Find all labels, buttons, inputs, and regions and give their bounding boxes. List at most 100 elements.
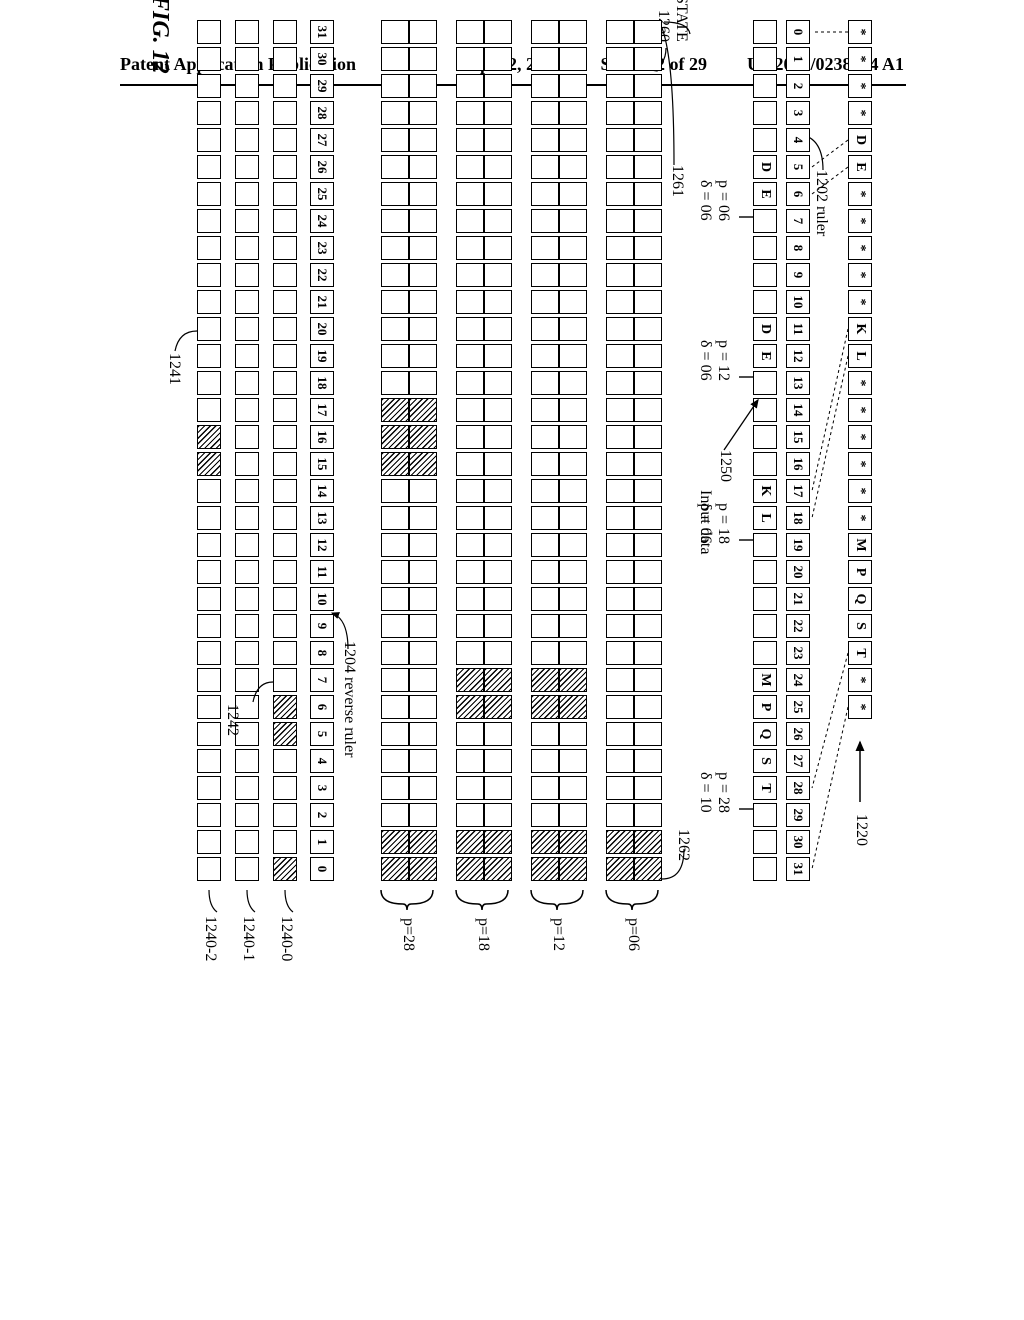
cell <box>197 830 221 854</box>
cell <box>381 641 409 665</box>
cell <box>559 20 587 44</box>
cell <box>559 155 587 179</box>
state-row-b <box>531 20 559 884</box>
cell <box>235 47 259 71</box>
cell: D <box>848 128 872 152</box>
cell <box>381 371 409 395</box>
cell <box>606 803 634 827</box>
cell <box>456 155 484 179</box>
figure-label: FIG. 12 <box>146 0 173 74</box>
cell <box>484 398 512 422</box>
cell <box>273 182 297 206</box>
cell <box>235 236 259 260</box>
cell <box>484 236 512 260</box>
cell <box>531 749 559 773</box>
cell <box>409 317 437 341</box>
cell: 27 <box>310 128 334 152</box>
cell: 1 <box>786 47 810 71</box>
cell <box>456 317 484 341</box>
cell: * <box>848 290 872 314</box>
cell <box>531 20 559 44</box>
cell <box>606 668 634 692</box>
cell <box>559 74 587 98</box>
cell <box>456 236 484 260</box>
cell <box>235 641 259 665</box>
cell: 10 <box>786 290 810 314</box>
brace-icon <box>452 890 512 920</box>
cell <box>559 209 587 233</box>
cell <box>197 776 221 800</box>
cell <box>409 155 437 179</box>
hook-1241 <box>157 317 197 357</box>
cell <box>197 749 221 773</box>
cell <box>559 101 587 125</box>
label: 1240-2 <box>201 916 219 961</box>
cell: 0 <box>310 857 334 881</box>
cell <box>634 695 662 719</box>
cell <box>606 317 634 341</box>
cell: 7 <box>310 668 334 692</box>
cell: 20 <box>310 317 334 341</box>
cell <box>634 425 662 449</box>
cell <box>606 101 634 125</box>
cell <box>634 533 662 557</box>
cell <box>381 47 409 71</box>
cell <box>235 776 259 800</box>
cell <box>606 560 634 584</box>
cell <box>409 587 437 611</box>
cell: 2 <box>310 803 334 827</box>
cell <box>531 263 559 287</box>
cell: 12 <box>786 344 810 368</box>
cell <box>197 236 221 260</box>
cell <box>559 722 587 746</box>
cell: 17 <box>786 479 810 503</box>
cell: * <box>848 425 872 449</box>
cell <box>634 506 662 530</box>
cell <box>753 20 777 44</box>
cell <box>409 20 437 44</box>
cell <box>559 371 587 395</box>
cell <box>197 155 221 179</box>
cell: 2 <box>786 74 810 98</box>
cell <box>197 209 221 233</box>
cell <box>531 155 559 179</box>
cell: 28 <box>310 101 334 125</box>
label: δ = 06 <box>696 340 714 381</box>
cell <box>456 587 484 611</box>
cell: * <box>848 47 872 71</box>
cell: E <box>848 155 872 179</box>
cell <box>456 533 484 557</box>
cell: 0 <box>786 20 810 44</box>
cell <box>559 479 587 503</box>
cell <box>197 263 221 287</box>
cell <box>531 587 559 611</box>
cell <box>531 722 559 746</box>
cell <box>531 776 559 800</box>
cell <box>559 398 587 422</box>
cell: * <box>848 236 872 260</box>
cell <box>273 452 297 476</box>
cell <box>235 344 259 368</box>
cell: L <box>848 344 872 368</box>
cell <box>409 452 437 476</box>
cell <box>235 533 259 557</box>
cell: * <box>848 209 872 233</box>
cell: * <box>848 398 872 422</box>
cell <box>531 425 559 449</box>
cell <box>381 749 409 773</box>
cell <box>753 101 777 125</box>
cell <box>484 695 512 719</box>
cell: 23 <box>310 236 334 260</box>
cell <box>634 641 662 665</box>
cell <box>456 182 484 206</box>
label: p = 18 <box>714 503 732 544</box>
cell <box>409 263 437 287</box>
cell: * <box>848 74 872 98</box>
cell <box>634 344 662 368</box>
cell: 18 <box>786 506 810 530</box>
cell <box>273 236 297 260</box>
cell: 19 <box>786 533 810 557</box>
cell <box>273 506 297 530</box>
cell <box>273 20 297 44</box>
cell: L <box>753 506 777 530</box>
